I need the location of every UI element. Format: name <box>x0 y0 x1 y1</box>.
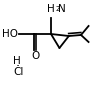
Text: N: N <box>58 4 66 14</box>
Text: 2: 2 <box>55 6 59 12</box>
Text: H: H <box>13 56 21 66</box>
Text: O: O <box>31 51 39 61</box>
Text: H: H <box>47 4 55 14</box>
Text: Cl: Cl <box>13 67 24 77</box>
Text: ·: · <box>15 60 19 74</box>
Text: HO: HO <box>2 29 18 39</box>
